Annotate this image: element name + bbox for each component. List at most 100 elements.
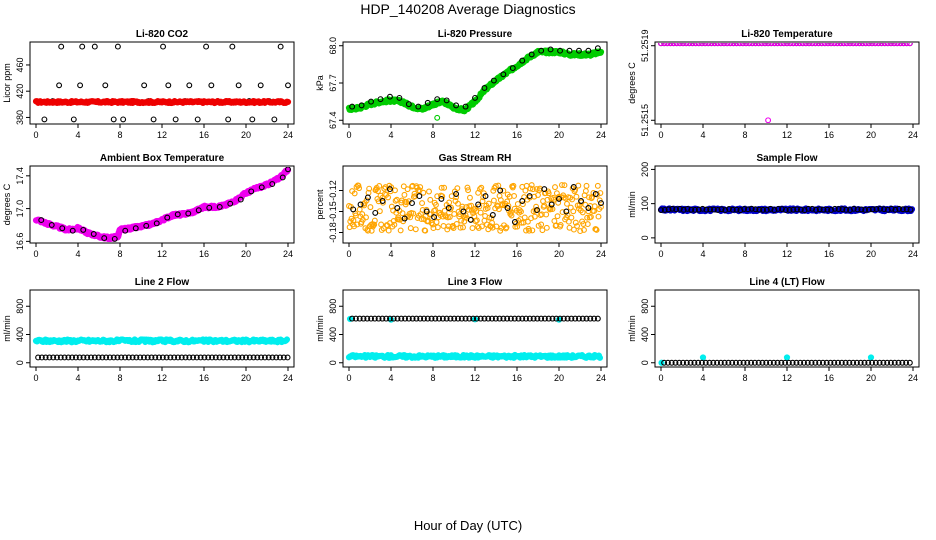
point-orange: [411, 190, 418, 197]
point-black: [443, 97, 450, 104]
x-tick-label: 8: [117, 373, 122, 383]
point-black: [194, 116, 201, 123]
y-axis-label: kPa: [315, 75, 325, 91]
point-black: [729, 206, 736, 213]
point-black: [434, 96, 441, 103]
point-magenta: [903, 43, 910, 47]
point-black: [475, 201, 482, 208]
point-black: [205, 354, 212, 361]
point-orange: [385, 227, 392, 234]
point-black: [557, 47, 563, 54]
point-black: [137, 354, 144, 361]
point-black: [658, 207, 664, 213]
point-black: [257, 82, 264, 89]
point-black: [148, 354, 155, 361]
point-black: [164, 214, 171, 221]
point-orange: [376, 183, 383, 189]
point-orange: [572, 219, 579, 226]
point-magenta: [869, 43, 875, 47]
point-black: [405, 315, 412, 322]
point-black: [736, 359, 743, 366]
point-black: [243, 354, 249, 361]
x-tick-label: 24: [908, 249, 918, 259]
y-tick-label: 0: [15, 360, 25, 365]
point-black: [50, 354, 57, 361]
point-cyan: [783, 354, 791, 361]
point-orange: [557, 221, 564, 228]
point-orange: [473, 217, 480, 224]
panel-title: Li-820 CO2: [136, 29, 189, 40]
x-tick-label: 4: [75, 249, 80, 259]
x-tick-label: 4: [700, 373, 705, 383]
point-orange: [410, 210, 417, 217]
point-cyan: [283, 336, 291, 343]
x-tick-label: 4: [388, 373, 393, 383]
point-black: [797, 206, 804, 213]
point-black: [120, 116, 127, 123]
x-tick-label: 0: [346, 373, 351, 383]
point-black: [284, 354, 291, 361]
point-black: [216, 354, 223, 361]
point-black: [350, 206, 357, 213]
point-black: [560, 315, 567, 322]
x-tick-label: 12: [470, 373, 480, 383]
x-tick-label: 20: [241, 249, 251, 259]
point-black: [69, 227, 76, 234]
point-black: [763, 359, 770, 366]
point-black: [846, 359, 853, 366]
point-magenta: [658, 43, 664, 47]
point-black: [42, 354, 49, 361]
point-black: [358, 102, 365, 109]
point-orange: [434, 224, 441, 231]
point-black: [227, 200, 234, 207]
panel-title: Line 2 Flow: [135, 277, 190, 288]
point-black: [467, 216, 474, 223]
point-orange: [555, 199, 562, 206]
point-black: [861, 359, 868, 366]
point-black: [88, 354, 94, 361]
y-axis-label: Licor ppm: [2, 63, 12, 103]
point-black: [873, 206, 880, 213]
panel-title: Ambient Box Temperature: [100, 153, 225, 164]
point-magenta: [680, 43, 686, 47]
point-black: [477, 315, 484, 322]
y-tick-label: 100: [640, 196, 650, 211]
point-orange: [522, 187, 529, 194]
point-black: [813, 206, 819, 213]
x-tick-label: 24: [908, 373, 918, 383]
x-tick-label: 0: [658, 130, 663, 140]
point-black: [669, 205, 676, 212]
point-black: [740, 359, 747, 366]
point-magenta: [749, 43, 756, 47]
point-black: [122, 354, 128, 361]
point-black: [372, 209, 379, 216]
point-orange: [378, 221, 385, 228]
point-black: [416, 193, 423, 200]
point-magenta: [884, 43, 891, 47]
x-tick-label: 12: [157, 249, 167, 259]
point-black: [702, 359, 709, 366]
point-black: [431, 214, 437, 221]
point-black: [744, 359, 751, 366]
x-tick-label: 8: [430, 373, 435, 383]
point-black: [563, 208, 570, 215]
point-orange: [568, 214, 575, 221]
point-orange: [419, 200, 426, 207]
point-magenta: [724, 43, 731, 47]
point-black: [572, 315, 579, 322]
plot-area: [32, 43, 292, 123]
point-black: [594, 45, 601, 52]
point-black: [114, 354, 121, 361]
point-black: [591, 315, 598, 322]
point-magenta: [787, 43, 794, 47]
point-black: [748, 205, 755, 212]
y-tick-label: 51.2519: [640, 29, 650, 62]
panel-3: Ambient Box Temperature 0 4 8 12 16 20 24 16.6 17…: [2, 153, 295, 259]
point-orange: [400, 218, 407, 225]
point-black: [492, 315, 499, 322]
point-black: [699, 205, 706, 212]
point-black: [129, 354, 136, 361]
point-black: [899, 206, 906, 213]
